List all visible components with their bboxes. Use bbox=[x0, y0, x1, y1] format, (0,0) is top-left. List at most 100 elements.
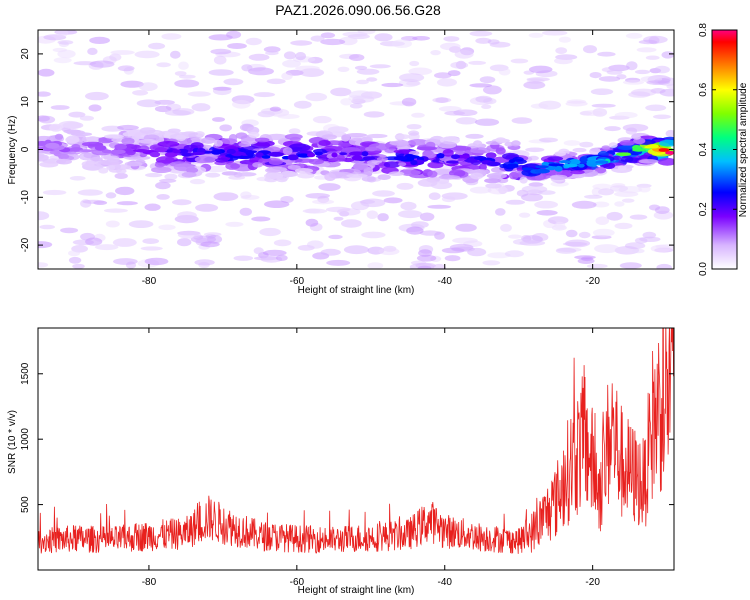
heatmap-core-blob bbox=[594, 160, 609, 164]
heatmap-noise-blob bbox=[253, 247, 264, 255]
heatmap-noise-blob bbox=[366, 210, 378, 219]
heatmap-noise-blob bbox=[571, 200, 597, 209]
heatmap-ridge-blob bbox=[321, 134, 337, 140]
heatmap-noise-blob bbox=[586, 263, 608, 269]
heatmap-noise-blob bbox=[634, 237, 648, 244]
heatmap-ridge-blob bbox=[240, 137, 258, 145]
heatmap-noise-blob bbox=[161, 33, 182, 40]
y-tick-label: 0 bbox=[20, 146, 31, 152]
heatmap-ridge-blob bbox=[38, 154, 49, 161]
heatmap-ridge-blob bbox=[157, 141, 180, 147]
heatmap-ridge-blob bbox=[346, 173, 368, 178]
heatmap-core-blob bbox=[210, 149, 222, 155]
heatmap-ridge-blob bbox=[478, 163, 487, 172]
colorbar-label: Normalized spectral amplitude bbox=[738, 82, 749, 217]
heatmap-core-blob bbox=[255, 152, 264, 158]
heatmap-noise-blob bbox=[614, 111, 638, 119]
heatmap-noise-blob bbox=[262, 249, 287, 256]
heatmap-noise-blob bbox=[489, 41, 511, 48]
heatmap-noise-blob bbox=[178, 61, 189, 70]
heatmap-noise-blob bbox=[530, 103, 549, 109]
heatmap-noise-blob bbox=[539, 137, 558, 143]
heatmap-ridge-blob bbox=[393, 149, 414, 154]
heatmap-ridge-blob bbox=[205, 172, 221, 178]
heatmap-noise-blob bbox=[469, 30, 493, 37]
heatmap-core-blob bbox=[646, 144, 659, 149]
heatmap-noise-blob bbox=[140, 246, 163, 251]
heatmap-noise-blob bbox=[259, 227, 281, 237]
heatmap-noise-blob bbox=[638, 185, 651, 193]
heatmap-ridge-blob bbox=[266, 166, 288, 173]
heatmap-noise-blob bbox=[53, 57, 72, 64]
heatmap-noise-blob bbox=[377, 213, 389, 222]
heatmap-noise-blob bbox=[177, 211, 197, 220]
heatmap-noise-blob bbox=[144, 203, 161, 211]
heatmap-ridge-blob bbox=[394, 134, 411, 140]
heatmap-core-blob bbox=[45, 142, 60, 149]
heatmap-ridge-blob bbox=[498, 186, 508, 195]
heatmap-noise-blob bbox=[437, 78, 457, 87]
heatmap-noise-blob bbox=[572, 147, 587, 153]
heatmap-noise-blob bbox=[523, 81, 546, 90]
heatmap-noise-blob bbox=[113, 258, 138, 265]
heatmap-noise-blob bbox=[227, 43, 247, 49]
heatmap-noise-blob bbox=[654, 65, 670, 74]
heatmap-noise-blob bbox=[438, 106, 462, 112]
heatmap-noise-blob bbox=[120, 80, 144, 88]
heatmap-core-blob bbox=[665, 151, 674, 155]
heatmap-axes: -80 -60 -40 -20 20 10 0 -10 -20 bbox=[20, 30, 674, 287]
heatmap-core-blob bbox=[577, 163, 585, 168]
heatmap-ridge-blob bbox=[512, 156, 524, 162]
colorbar-tick-label: 0.2 bbox=[698, 202, 709, 216]
heatmap-noise-blob bbox=[177, 238, 192, 247]
heatmap-core-blob bbox=[554, 165, 563, 172]
heatmap-core-blob bbox=[287, 154, 299, 161]
heatmap-noise-blob bbox=[511, 117, 533, 124]
heatmap-noise-blob bbox=[591, 187, 602, 196]
heatmap-ridge-blob bbox=[279, 171, 299, 178]
heatmap-core-blob bbox=[243, 150, 258, 154]
heatmap-noise-blob bbox=[138, 82, 158, 91]
heatmap-noise-blob bbox=[142, 238, 159, 245]
heatmap-core-blob bbox=[565, 163, 578, 168]
heatmap-noise-blob bbox=[356, 68, 380, 75]
chart-title: PAZ1.2026.090.06.56.G28 bbox=[275, 2, 441, 18]
heatmap-noise-blob bbox=[629, 214, 648, 220]
heatmap-noise-blob bbox=[77, 189, 103, 196]
heatmap-noise-blob bbox=[178, 74, 196, 79]
heatmap-core-blob bbox=[181, 153, 192, 157]
heatmap-ridge-blob bbox=[368, 143, 390, 151]
heatmap-ridge-blob bbox=[366, 133, 388, 139]
heatmap-ridge-blob bbox=[254, 137, 270, 143]
heatmap-core-blob bbox=[331, 152, 338, 158]
heatmap-noise-blob bbox=[504, 250, 524, 258]
heatmap-noise-blob bbox=[275, 254, 288, 261]
heatmap-ridge-blob bbox=[495, 137, 507, 144]
heatmap-noise-blob bbox=[328, 234, 343, 240]
heatmap-noise-blob bbox=[372, 190, 395, 197]
heatmap-ridge-blob bbox=[608, 142, 618, 148]
heatmap-noise-blob bbox=[468, 60, 487, 65]
heatmap-noise-blob bbox=[614, 201, 625, 207]
heatmap-noise-blob bbox=[223, 78, 244, 86]
heatmap-core-blob bbox=[79, 149, 94, 153]
heatmap-noise-blob bbox=[136, 99, 161, 108]
heatmap-noise-blob bbox=[408, 132, 420, 141]
heatmap-noise-blob bbox=[474, 118, 500, 126]
heatmap-ridge-blob bbox=[638, 159, 659, 164]
heatmap-core-blob bbox=[446, 160, 459, 164]
heatmap-noise-blob bbox=[604, 126, 621, 132]
heatmap-core-blob bbox=[339, 152, 347, 156]
heatmap-ridge-blob bbox=[485, 183, 502, 189]
heatmap-ridge-blob bbox=[396, 143, 411, 151]
heatmap-noise-blob bbox=[598, 76, 621, 82]
heatmap-noise-blob bbox=[158, 224, 176, 231]
heatmap-noise-blob bbox=[264, 200, 290, 208]
heatmap-ridge-blob bbox=[65, 136, 80, 144]
heatmap-noise-blob bbox=[625, 32, 643, 39]
heatmap-noise-blob bbox=[495, 208, 506, 216]
heatmap-noise-blob bbox=[320, 248, 341, 256]
heatmap-noise-blob bbox=[117, 124, 139, 131]
heatmap-noise-blob bbox=[248, 53, 270, 61]
